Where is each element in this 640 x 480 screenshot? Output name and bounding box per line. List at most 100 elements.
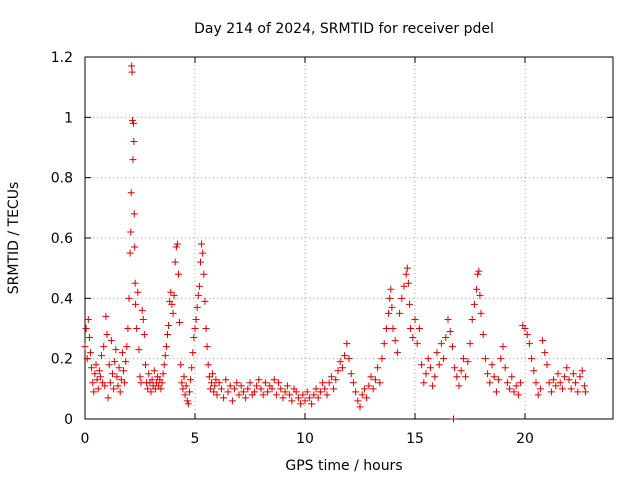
data-point	[539, 337, 547, 345]
data-point	[213, 391, 221, 399]
data-point	[288, 397, 296, 405]
data-point	[106, 379, 114, 387]
data-point	[580, 382, 588, 390]
data-point	[475, 267, 483, 275]
data-point	[341, 352, 349, 360]
data-point	[283, 382, 291, 390]
data-point	[148, 376, 156, 384]
data-point	[510, 388, 518, 396]
data-point	[128, 62, 136, 70]
data-point	[105, 361, 113, 369]
data-point	[113, 373, 121, 381]
data-point	[479, 331, 487, 339]
data-point	[543, 361, 551, 369]
data-point	[314, 394, 322, 402]
data-point	[178, 379, 186, 387]
data-point	[363, 394, 371, 402]
data-point	[488, 361, 496, 369]
data-point	[235, 391, 243, 399]
data-point	[319, 379, 327, 387]
data-point	[387, 285, 395, 293]
data-point	[130, 137, 138, 145]
data-point	[96, 373, 104, 381]
data-point	[435, 361, 443, 369]
data-point	[202, 325, 210, 332]
data-point	[199, 249, 207, 257]
data-point	[183, 397, 191, 405]
data-point	[554, 370, 562, 378]
data-point	[321, 385, 329, 393]
data-point	[382, 325, 390, 332]
data-point	[440, 355, 448, 363]
data-point	[102, 312, 110, 320]
x-tick-label: 15	[406, 431, 424, 447]
data-point	[431, 373, 439, 381]
data-point	[396, 309, 404, 317]
data-point	[550, 376, 558, 384]
data-point	[257, 385, 265, 393]
data-point	[411, 315, 419, 323]
data-point	[371, 376, 379, 384]
data-point	[358, 391, 366, 399]
data-point	[272, 391, 280, 399]
data-point	[209, 370, 217, 378]
data-point	[503, 379, 511, 387]
data-point	[88, 364, 96, 372]
data-point	[556, 379, 564, 387]
data-point	[179, 385, 187, 393]
data-point	[177, 361, 185, 369]
data-point	[530, 367, 538, 375]
data-point	[147, 388, 155, 396]
data-point	[226, 382, 234, 390]
data-point	[403, 264, 411, 272]
data-point	[211, 382, 219, 390]
data-point	[228, 397, 236, 405]
data-point	[501, 364, 509, 372]
data-point	[547, 388, 555, 396]
data-point	[451, 364, 459, 372]
data-point	[128, 68, 136, 76]
data-point	[279, 394, 287, 402]
data-point	[120, 367, 127, 375]
data-point	[136, 373, 144, 381]
data-point	[468, 315, 476, 323]
data-point	[125, 294, 133, 302]
data-point	[303, 388, 311, 396]
data-point	[104, 394, 112, 402]
data-point	[388, 303, 396, 311]
data-point	[380, 340, 388, 348]
data-point	[402, 270, 410, 278]
data-point	[523, 331, 531, 339]
data-point	[133, 325, 141, 332]
data-point	[138, 306, 146, 314]
data-point	[470, 300, 478, 308]
y-tick-label: 1	[64, 110, 73, 126]
data-point	[195, 282, 203, 290]
data-point	[162, 343, 170, 351]
data-point	[446, 328, 454, 336]
data-point	[563, 364, 571, 372]
data-point	[132, 300, 140, 308]
data-point	[103, 331, 111, 339]
data-point	[124, 325, 132, 332]
data-point	[369, 385, 377, 393]
data-point	[497, 355, 505, 363]
data-point	[462, 373, 470, 381]
data-point	[442, 334, 450, 342]
data-point	[208, 379, 215, 387]
data-point	[140, 331, 148, 339]
data-point	[426, 364, 434, 372]
data-point	[400, 282, 408, 290]
data-point	[188, 364, 196, 372]
data-point	[578, 367, 586, 375]
data-point	[347, 370, 355, 378]
data-point	[253, 382, 261, 390]
data-point	[576, 373, 584, 381]
data-point	[98, 352, 105, 360]
data-point	[525, 340, 533, 348]
y-tick-label: 0.4	[51, 291, 73, 307]
data-point	[255, 376, 263, 384]
data-point	[312, 385, 320, 393]
data-point	[130, 210, 138, 218]
data-point	[310, 391, 318, 399]
